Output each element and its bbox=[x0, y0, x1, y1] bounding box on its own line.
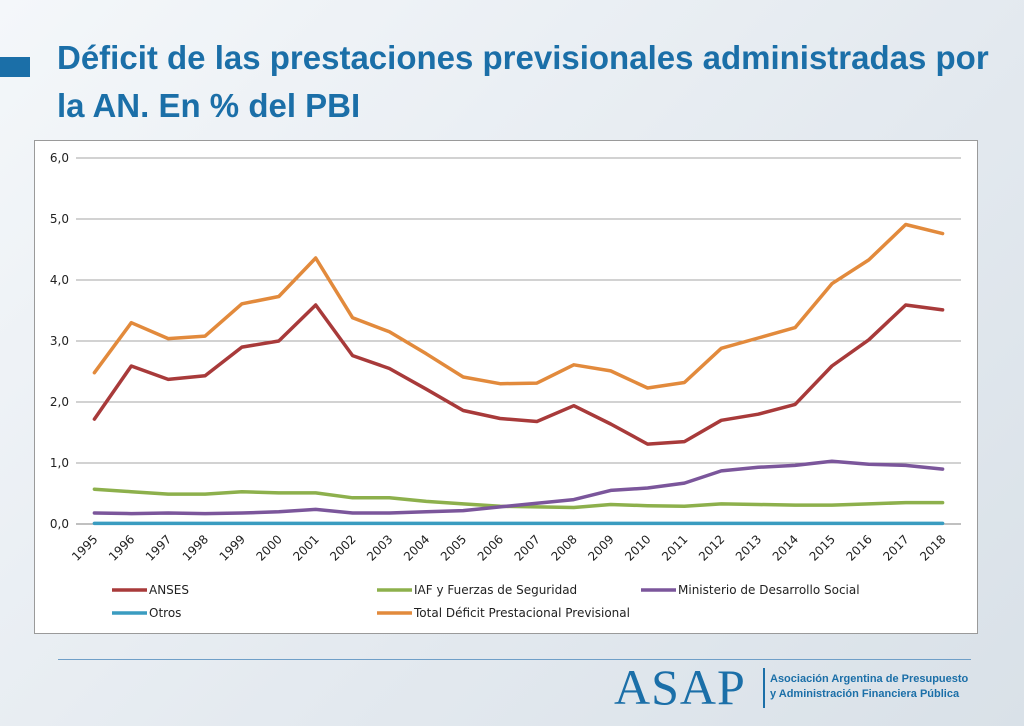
x-tick-label: 2001 bbox=[290, 532, 321, 563]
x-tick-label: 2009 bbox=[585, 532, 616, 563]
x-tick-label: 2000 bbox=[253, 532, 284, 563]
series-line bbox=[92, 303, 945, 446]
asap-logo: ASAP Asociación Argentina de Presupuesto… bbox=[614, 659, 994, 715]
x-tick-label: 2015 bbox=[807, 532, 838, 563]
x-tick-label: 1999 bbox=[217, 532, 248, 563]
chart-frame: 0,0 1,0 2,0 3,0 4,0 5,0 6,0 1995 1996 1997 1998 199… bbox=[34, 140, 978, 634]
footer-divider bbox=[58, 659, 971, 660]
x-tick-label: 2013 bbox=[733, 532, 764, 563]
legend-label: ANSES bbox=[149, 583, 189, 597]
x-tick-label: 2017 bbox=[880, 532, 911, 563]
legend-label: Otros bbox=[149, 606, 181, 620]
x-tick-label: 2006 bbox=[475, 532, 506, 563]
y-tick-label: 5,0 bbox=[50, 212, 69, 226]
y-tick-label: 0,0 bbox=[50, 517, 69, 531]
x-tick-label: 2007 bbox=[512, 532, 543, 563]
x-tick-label: 2011 bbox=[659, 532, 690, 563]
x-tick-label: 2010 bbox=[622, 532, 653, 563]
x-tick-label: 1996 bbox=[106, 532, 137, 563]
y-tick-label: 4,0 bbox=[50, 273, 69, 287]
legend-label: Ministerio de Desarrollo Social bbox=[678, 583, 860, 597]
logo-wordmark: ASAP bbox=[614, 659, 746, 715]
x-tick-label: 2018 bbox=[917, 532, 948, 563]
logo-subtitle-line2: y Administración Financiera Pública bbox=[770, 688, 960, 700]
x-tick-label: 2012 bbox=[696, 532, 727, 563]
x-tick-label: 2005 bbox=[438, 532, 469, 563]
legend-label: Total Déficit Prestacional Previsional bbox=[413, 606, 630, 620]
logo-separator bbox=[763, 668, 765, 708]
slide-title: Déficit de las prestaciones previsionale… bbox=[57, 39, 989, 124]
series-line bbox=[92, 222, 945, 390]
title-accent-bar bbox=[0, 57, 30, 77]
x-tick-label: 2004 bbox=[401, 532, 432, 563]
logo-subtitle-line1: Asociación Argentina de Presupuesto bbox=[770, 673, 969, 685]
logo-subtitle: Asociación Argentina de Presupuesto y Ad… bbox=[770, 672, 968, 702]
series-line bbox=[92, 459, 945, 516]
legend-label: IAF y Fuerzas de Seguridad bbox=[414, 583, 577, 597]
x-tick-label: 2003 bbox=[364, 532, 395, 563]
x-tick-label: 2014 bbox=[770, 532, 801, 563]
x-tick-label: 1997 bbox=[143, 532, 174, 563]
y-tick-label: 2,0 bbox=[50, 395, 69, 409]
x-tick-label: 2002 bbox=[327, 532, 358, 563]
y-tick-label: 1,0 bbox=[50, 456, 69, 470]
x-tick-label: 1995 bbox=[69, 532, 100, 563]
y-tick-label: 3,0 bbox=[50, 334, 69, 348]
x-tick-label: 2016 bbox=[843, 532, 874, 563]
line-chart: 0,0 1,0 2,0 3,0 4,0 5,0 6,0 1995 1996 1997 1998 199… bbox=[50, 151, 961, 620]
y-tick-label: 6,0 bbox=[50, 151, 69, 165]
x-tick-label: 1998 bbox=[180, 532, 211, 563]
x-tick-label: 2008 bbox=[548, 532, 579, 563]
